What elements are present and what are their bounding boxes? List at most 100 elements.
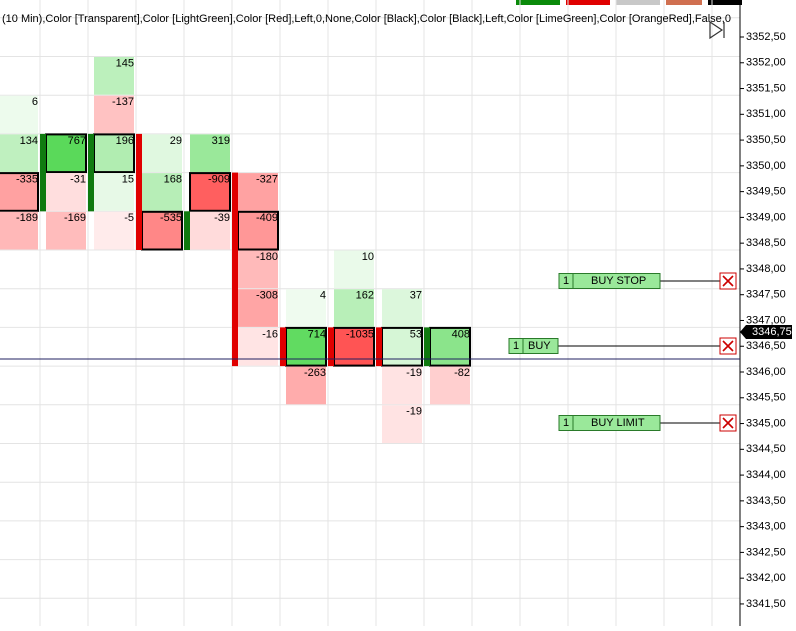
cell [94,173,134,211]
current-price-tag: 3346,75 [740,325,792,339]
cell-value: -1035 [346,328,374,340]
swatch[interactable] [708,0,742,5]
order-box[interactable] [558,273,661,289]
candle-body [184,211,190,250]
cell [382,405,422,443]
footprint-bar: 408 -82 [424,326,471,405]
cancel-x [722,417,734,429]
price-label: 3349,50 [746,186,786,198]
cell-value: -189 [16,212,38,224]
cell-value: -19 [406,367,422,379]
cell [382,289,422,327]
cell-value: 168 [164,174,182,186]
cell-value: 714 [308,328,326,340]
cancel-order-button[interactable] [719,414,737,432]
swatch[interactable] [666,0,702,5]
footprint-bar: 767 -31 -169 [40,133,87,250]
price-label: 3341,50 [746,598,786,610]
cell-value: 196 [116,135,134,147]
price-label: 3352,50 [746,31,786,43]
order-box[interactable] [558,415,661,431]
current-price: 3346,75 [752,326,792,338]
price-label: 3347,50 [746,289,786,301]
candle-body [232,172,238,367]
price-label: 3346,00 [746,366,786,378]
cell-value: 10 [362,251,374,263]
cell-value: 319 [212,135,230,147]
cell [46,173,86,211]
cell-value: -263 [304,367,326,379]
cell [237,210,279,251]
footprint-bar: 319 -909 -39 [184,134,231,250]
cell [0,95,38,134]
candle-body [136,133,142,250]
order-marker[interactable]: 1 BUY [508,337,737,355]
order-quantity: 1 [563,417,569,429]
price-label: 3343,00 [746,521,786,533]
price-label: 3348,00 [746,263,786,275]
cell-value: -31 [70,174,86,186]
cancel-order-button[interactable] [719,272,737,290]
cell-value: -5 [124,212,134,224]
candle-body [376,327,382,367]
cell-value: -39 [214,212,230,224]
swatch[interactable] [516,0,560,5]
cell [238,289,278,327]
cell-value: -169 [64,212,86,224]
swatch[interactable] [566,0,610,5]
tag-shape [740,325,792,339]
order-marker[interactable]: 1 BUY LIMIT [558,414,737,432]
indicator-text: (10 Min),Color [Transparent],Color [Ligh… [2,13,731,25]
footprint-bar: 4 714 -263 [280,289,327,405]
cell [142,173,182,211]
candle-body [280,327,286,367]
cell [0,172,39,212]
cell-value: -909 [208,174,230,186]
cell [286,366,326,405]
scroll-end-button[interactable] [709,20,725,40]
footprint-bar: 37 53 -19 -19 [376,289,423,443]
price-label: 3342,00 [746,572,786,584]
price-label: 3345,00 [746,417,786,429]
swatch[interactable] [616,0,660,5]
cell [190,211,230,250]
cell [94,211,134,250]
cell [286,289,326,327]
cancel-order-button[interactable] [719,337,737,355]
cell [93,133,135,174]
cell [46,211,86,250]
footprint-bar: 29 168 -535 [136,133,183,251]
price-label: 3344,00 [746,469,786,481]
cell [190,134,230,173]
cell-value: 145 [116,57,134,69]
price-label: 3343,50 [746,495,786,507]
candle-body [424,327,430,367]
order-box[interactable] [508,338,559,354]
order-quantity: 1 [563,275,569,287]
order-label: BUY [528,340,551,352]
cell-value: 29 [170,135,182,147]
price-label: 3344,50 [746,443,786,455]
candle-body [88,133,94,212]
cell-value: 37 [410,290,422,302]
cell-value: -335 [16,174,38,186]
order-marker[interactable]: 1 BUY STOP [558,272,737,290]
cell-value: 15 [122,174,134,186]
cell-value: -308 [256,290,278,302]
cell [238,250,278,289]
cell [142,134,182,173]
cell [238,173,278,211]
cell-value: -535 [160,212,182,224]
order-quantity: 1 [513,340,519,352]
cell-value: -409 [256,212,278,224]
cell-value: 53 [410,328,422,340]
cell-value: 4 [320,290,326,302]
price-label: 3351,00 [746,108,786,120]
cell-value: 162 [356,290,374,302]
cell [45,133,87,174]
footprint-bar: 10 162 -1035 [328,250,375,367]
price-label: 3347,00 [746,314,786,326]
cell-value: -327 [256,174,278,186]
candle-body [328,327,334,367]
